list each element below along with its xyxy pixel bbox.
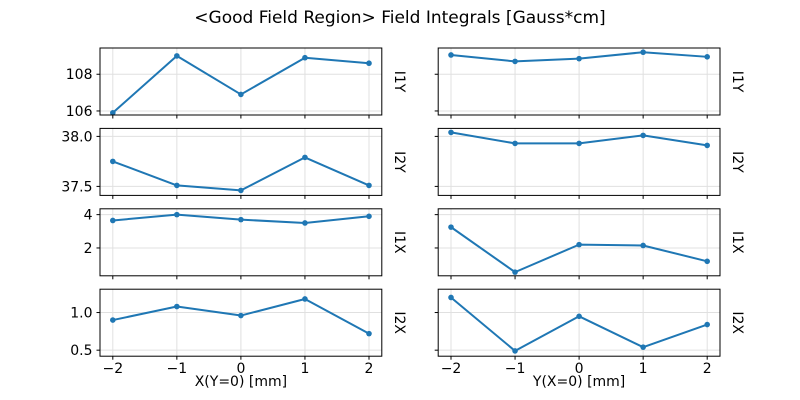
subplot-i1y-col1: I1Y [434, 47, 745, 119]
subplot-i2y-col0: 37.5 38.0 I2Y [61, 127, 407, 199]
y-tick-label: 4 [84, 208, 93, 224]
data-point [576, 241, 582, 248]
y-tick-label: 2 [84, 241, 93, 257]
data-point [238, 187, 244, 194]
data-point [640, 49, 646, 56]
y-tick-label: 38.0 [61, 129, 92, 145]
data-point [704, 142, 710, 149]
data-point [238, 91, 244, 98]
data-point [576, 55, 582, 62]
data-point [640, 132, 646, 139]
data-point [302, 220, 308, 226]
data-point [704, 258, 710, 265]
x-tick-label: 0 [575, 361, 584, 377]
data-point [110, 109, 116, 116]
x-tick-label: −2 [441, 361, 462, 377]
data-point [366, 60, 372, 67]
data-point [302, 54, 308, 61]
data-point [448, 129, 454, 136]
data-point [512, 269, 518, 275]
row-ylabel: I1X [729, 231, 745, 254]
subplot-i2y-col1: I2Y [434, 127, 745, 199]
data-point [174, 211, 180, 218]
data-point [366, 330, 372, 337]
x-tick-label: 2 [703, 361, 712, 377]
row-ylabel: I1Y [729, 71, 745, 93]
x-tick-label: 1 [639, 361, 648, 377]
data-point [576, 140, 582, 147]
y-tick-label: 108 [66, 67, 93, 83]
subplot-i1y-col0: 106 108 I1Y [66, 47, 407, 120]
data-point [302, 154, 308, 161]
data-point [448, 294, 454, 301]
data-point [238, 312, 244, 319]
x-tick-label: 1 [300, 361, 309, 377]
data-point [640, 344, 646, 350]
data-point [512, 58, 518, 65]
data-point [174, 53, 180, 59]
data-point [110, 158, 116, 165]
x-tick-label: −1 [167, 361, 188, 377]
y-tick-label: 37.5 [61, 179, 92, 195]
data-point [512, 140, 518, 147]
data-point [704, 54, 710, 60]
data-point [366, 182, 372, 189]
row-ylabel: I1X [391, 231, 407, 254]
y-tick-label: 106 [66, 104, 93, 120]
data-point [302, 296, 308, 302]
subplot-i1x-col1: I1X [434, 208, 745, 280]
figure-title: <Good Field Region> Field Integrals [Gau… [194, 8, 606, 28]
row-ylabel: I2X [391, 311, 407, 334]
data-point [174, 303, 180, 310]
x-axis-label-right: Y(X=0) [mm] [532, 374, 626, 390]
row-ylabel: I2Y [391, 151, 407, 173]
data-point [448, 52, 454, 58]
data-point [174, 182, 180, 189]
data-point [640, 242, 646, 249]
row-ylabel: I2Y [729, 151, 745, 173]
data-point [448, 224, 454, 230]
subplot-i1x-col0: 2 4 I1X [84, 208, 407, 280]
x-tick-label: −2 [102, 361, 123, 377]
subplot-i2x-col0: −2 −1 0 1 2 0.5 1.0 I2X [70, 288, 407, 377]
data-point [512, 348, 518, 354]
data-point [366, 213, 372, 220]
data-point [110, 317, 116, 323]
row-ylabel: I2X [729, 311, 745, 334]
x-tick-label: 0 [236, 361, 245, 377]
y-tick-label: 1.0 [70, 306, 92, 322]
data-point [576, 313, 582, 320]
data-point [704, 321, 710, 328]
x-axis-label-left: X(Y=0) [mm] [194, 374, 288, 390]
row-ylabel: I1Y [391, 71, 407, 93]
x-tick-label: −1 [505, 361, 526, 377]
y-tick-label: 0.5 [70, 343, 92, 359]
data-point [238, 216, 244, 223]
data-point [110, 217, 116, 224]
x-tick-label: 2 [365, 361, 374, 377]
subplot-i2x-col1: −2 −1 0 1 2 I2X [434, 288, 745, 377]
